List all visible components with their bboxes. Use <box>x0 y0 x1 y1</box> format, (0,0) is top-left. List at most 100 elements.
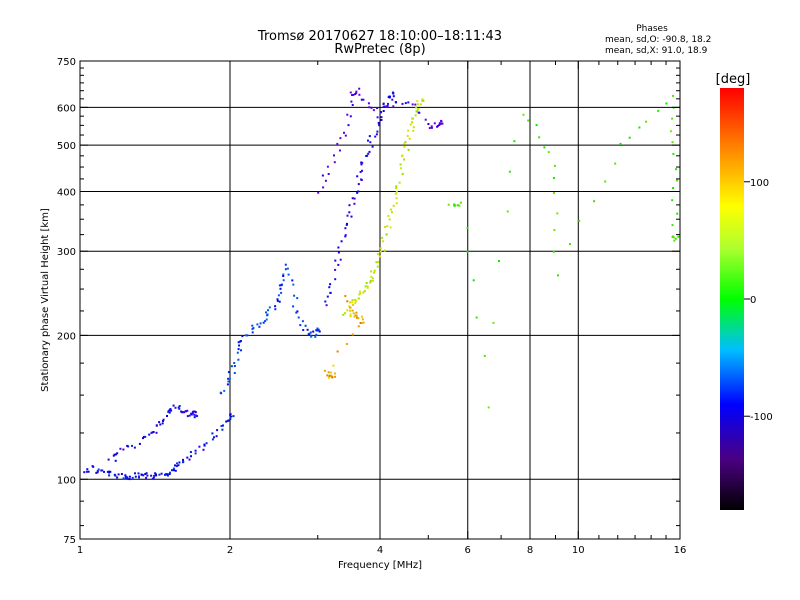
scatter-point <box>407 148 410 151</box>
scatter-point <box>337 251 340 254</box>
scatter-point <box>416 103 419 106</box>
scatter-point <box>211 432 214 435</box>
scatter-point <box>310 335 313 338</box>
scatter-point <box>362 321 365 324</box>
scatter-point <box>326 295 329 298</box>
scatter-point <box>188 414 191 417</box>
scatter-point <box>240 349 242 352</box>
scatter-point <box>138 442 141 445</box>
scatter-point <box>295 311 298 314</box>
scatter-point <box>361 322 364 325</box>
scatter-point <box>359 292 362 295</box>
scatter-point <box>153 474 156 477</box>
scatter-point <box>375 133 378 136</box>
scatter-point <box>371 279 374 282</box>
scatter-point <box>438 122 441 125</box>
scatter-point <box>297 316 300 319</box>
scatter-point <box>553 164 556 167</box>
scatter-point <box>177 406 180 409</box>
scatter-point <box>306 328 309 331</box>
scatter-point <box>229 418 232 420</box>
scatter-point <box>227 380 230 383</box>
scatter-point <box>371 277 374 280</box>
scatter-point <box>475 316 478 319</box>
scatter-point <box>357 317 360 320</box>
scatter-point <box>404 141 407 143</box>
scatter-point <box>357 183 360 186</box>
scatter-point <box>169 471 171 474</box>
scatter-point <box>414 103 417 106</box>
colorbar-tick-label: 100 <box>750 178 769 189</box>
scatter-point <box>251 331 254 334</box>
scatter-point <box>168 411 171 414</box>
scatter-point <box>578 219 581 222</box>
scatter-point <box>506 210 509 213</box>
scatter-point <box>380 111 383 113</box>
scatter-point <box>433 122 436 125</box>
scatter-point <box>317 191 320 194</box>
scatter-point <box>362 98 365 101</box>
scatter-point <box>327 173 330 175</box>
scatter-point <box>403 142 406 145</box>
scatter-point <box>148 433 151 436</box>
scatter-point <box>304 324 307 327</box>
scatter-point <box>277 294 280 297</box>
scatter-point <box>665 102 668 105</box>
scatter-point <box>416 100 419 103</box>
scatter-point <box>219 391 222 394</box>
scatter-point <box>383 249 386 252</box>
scatter-point <box>368 135 371 138</box>
scatter-point <box>117 473 120 476</box>
scatter-point <box>174 406 177 409</box>
scatter-point <box>362 291 365 294</box>
scatter-point <box>131 444 133 447</box>
scatter-point <box>389 226 392 229</box>
scatter-point <box>276 299 279 302</box>
scatter-point <box>604 180 607 183</box>
scatter-point <box>155 424 158 427</box>
scatter-point <box>395 185 398 188</box>
scatter-point <box>186 456 189 459</box>
scatter-point <box>131 476 134 479</box>
scatter-point <box>307 333 310 336</box>
scatter-point <box>278 300 281 303</box>
scatter-point <box>126 477 129 480</box>
scatter-point <box>344 134 347 137</box>
scatter-point <box>466 250 469 253</box>
scatter-point <box>357 190 360 193</box>
scatter-point <box>85 470 88 473</box>
scatter-point <box>553 229 556 232</box>
scatter-point <box>162 420 164 422</box>
scatter-point <box>344 295 347 297</box>
scatter-point <box>418 111 421 114</box>
scatter-point <box>296 297 299 300</box>
scatter-point <box>339 137 342 140</box>
scatter-point <box>108 474 111 477</box>
scatter-point <box>264 320 267 323</box>
scatter-point <box>193 413 196 416</box>
scatter-point <box>225 420 228 423</box>
scatter-point <box>296 310 299 313</box>
scatter-point <box>171 469 173 472</box>
scatter-point <box>430 126 433 129</box>
scatter-point <box>376 130 379 133</box>
chart-subtitle: RwPretec (8p) <box>334 42 425 57</box>
scatter-point <box>96 471 99 474</box>
scatter-point <box>196 415 199 418</box>
scatter-point <box>103 470 105 473</box>
scatter-point <box>355 90 358 93</box>
scatter-point <box>122 448 125 451</box>
colorbar-ticks: 100 0 -100 <box>744 178 773 423</box>
scatter-point <box>378 255 381 258</box>
x-tick-label: 1 <box>77 545 83 556</box>
scatter-point <box>342 313 345 316</box>
scatter-point <box>370 275 373 278</box>
scatter-point <box>328 376 330 379</box>
scatter-point <box>569 243 571 246</box>
scatter-point <box>344 235 347 238</box>
y-tick-label: 100 <box>57 475 76 486</box>
scatter-point <box>419 103 422 106</box>
scatter-point <box>145 476 148 479</box>
x-axis-ticks: 1 2 4 6 8 10 16 <box>77 61 686 556</box>
